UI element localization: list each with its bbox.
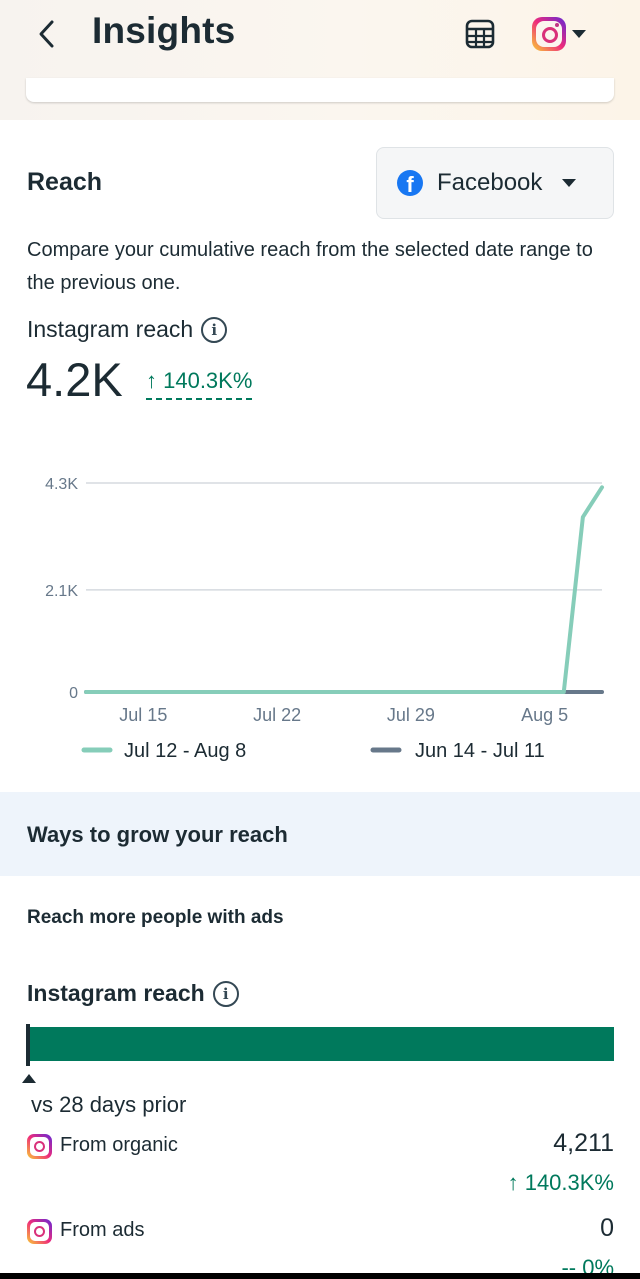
instagram-icon	[27, 1219, 52, 1244]
info-icon[interactable]: i	[212, 980, 239, 1007]
previous-period-marker	[26, 1024, 30, 1066]
table-icon	[465, 19, 495, 49]
metric-value: 4.2K	[26, 353, 123, 406]
reach-chart: 4.3K 2.1K 0 Jul 15 Jul 22 Jul 29 Aug 5 Jul 12 -…	[0, 440, 640, 800]
row-value: 0	[600, 1214, 614, 1242]
reach-row-ads: From ads 0 -- 0%	[27, 1214, 614, 1279]
metric-label-text: Instagram reach	[27, 316, 194, 342]
y-tick-label: 4.3K	[45, 476, 78, 493]
instagram-icon	[532, 17, 566, 51]
x-tick-label: Jul 22	[253, 705, 301, 725]
y-tick-label: 2.1K	[45, 583, 78, 600]
legend-label: Jul 12 - Aug 8	[124, 740, 246, 762]
row-value: 4,211	[553, 1129, 614, 1157]
ads-title: Reach more people with ads	[27, 907, 284, 928]
instagram-reach-breakdown-title: Instagram reach i	[27, 980, 239, 1007]
header: Insights	[0, 0, 640, 120]
instagram-icon	[27, 1134, 52, 1159]
row-label: From ads	[60, 1219, 145, 1241]
grow-section-band	[0, 792, 640, 876]
reach-chart-svg: 4.3K 2.1K 0 Jul 15 Jul 22 Jul 29 Aug 5 Jul 12 -…	[45, 476, 604, 762]
row-label: From organic	[60, 1134, 178, 1156]
x-tick-label: Jul 29	[387, 705, 435, 725]
reach-description: Compare your cumulative reach from the s…	[27, 239, 593, 294]
vs-period-label: vs 28 days prior	[31, 1092, 187, 1117]
source-select[interactable]: f Facebook	[376, 147, 614, 219]
back-button[interactable]	[30, 16, 64, 52]
chevron-left-icon	[39, 20, 54, 48]
reach-row-organic: From organic 4,211 ↑ 140.3K%	[27, 1129, 614, 1195]
marker-pointer-icon	[22, 1074, 36, 1083]
facebook-icon: f	[397, 170, 423, 196]
metric-change[interactable]: ↑ 140.3K%	[146, 368, 253, 400]
reach-title: Reach	[27, 168, 103, 196]
reach-progress-fill	[27, 1027, 614, 1061]
source-select-label: Facebook	[437, 169, 543, 196]
y-tick-label: 0	[69, 685, 78, 702]
breakdown-title-text: Instagram reach	[27, 980, 205, 1006]
x-tick-label: Aug 5	[521, 705, 568, 725]
system-nav-bar	[0, 1273, 640, 1279]
info-icon[interactable]: i	[201, 316, 228, 343]
page-title: Insights	[92, 10, 236, 51]
legend-label: Jun 14 - Jul 11	[415, 740, 545, 762]
x-tick-label: Jul 15	[119, 705, 167, 725]
instagram-reach-label: Instagram reach i	[27, 316, 228, 343]
series-line	[84, 485, 604, 694]
table-view-button[interactable]	[462, 16, 498, 52]
grow-title: Ways to grow your reach	[27, 822, 288, 847]
row-change: ↑ 140.3K%	[507, 1170, 614, 1195]
reach-progress-bar	[27, 1027, 614, 1061]
summary-card-edge	[26, 78, 614, 102]
caret-down-icon	[572, 30, 586, 38]
caret-down-icon	[562, 179, 577, 187]
account-switcher[interactable]	[532, 14, 602, 54]
